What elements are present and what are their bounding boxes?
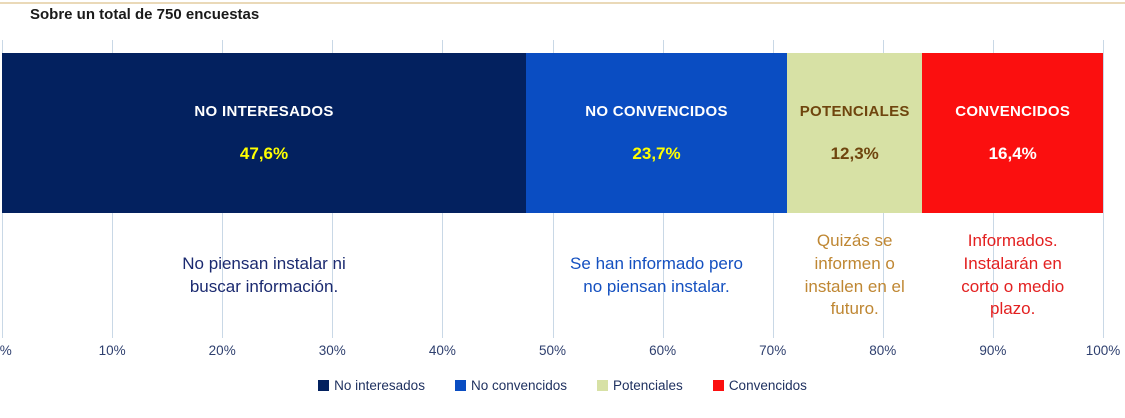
x-tick-label: 70% xyxy=(759,343,787,358)
legend-item-potenciales[interactable]: Potenciales xyxy=(597,378,683,393)
bar-segment-no-convencidos[interactable]: NO CONVENCIDOS 23,7% xyxy=(526,53,787,213)
description-no-interesados: No piensan instalar ni buscar informació… xyxy=(182,253,346,296)
legend-label: Potenciales xyxy=(613,378,683,393)
legend-swatch-icon xyxy=(454,380,466,391)
legend-label: No convencidos xyxy=(470,378,568,393)
description-convencidos: Informados. Instalarán en corto o medio … xyxy=(961,230,1065,319)
x-tick-label: 20% xyxy=(208,343,236,358)
bar-segment-potenciales[interactable]: POTENCIALES 12,3% xyxy=(786,53,923,213)
x-tick-label: 30% xyxy=(318,343,346,358)
chart-title: Sobre un total de 750 encuestas xyxy=(30,6,260,23)
legend-item-no-convencidos[interactable]: No convencidos xyxy=(454,378,568,393)
gridline-100 xyxy=(1103,40,1104,338)
x-tick-label: 10% xyxy=(98,343,126,358)
legend-label: No interesados xyxy=(334,378,425,393)
description-cell: Se han informado pero no piensan instala… xyxy=(526,253,787,299)
legend: No interesados No convencidos Potenciale… xyxy=(0,378,1125,393)
description-potenciales: Quizás se informen o instalen en el futu… xyxy=(804,230,905,319)
segment-name: NO CONVENCIDOS xyxy=(585,102,728,120)
segment-value: 23,7% xyxy=(632,143,681,163)
x-axis: 0% 10% 20% 30% 40% 50% 60% 70% 80% 90% 1… xyxy=(0,343,1120,363)
description-no-convencidos: Se han informado pero no piensan instala… xyxy=(570,253,743,296)
x-tick-label: 90% xyxy=(979,343,1007,358)
x-tick-label: 100% xyxy=(1085,343,1121,358)
bar-segment-no-interesados[interactable]: NO INTERESADOS 47,6% xyxy=(2,53,527,213)
description-cell: Informados. Instalarán en corto o medio … xyxy=(922,230,1103,322)
stacked-bar: NO INTERESADOS 47,6% NO CONVENCIDOS 23,7… xyxy=(2,53,1103,213)
segment-name: NO INTERESADOS xyxy=(194,102,334,120)
legend-item-convencidos[interactable]: Convencidos xyxy=(712,378,807,393)
description-cell: No piensan instalar ni buscar informació… xyxy=(2,253,526,299)
legend-label: Convencidos xyxy=(728,378,807,393)
segment-value: 47,6% xyxy=(239,143,289,163)
segment-descriptions: No piensan instalar ni buscar informació… xyxy=(2,213,1103,338)
legend-swatch-icon xyxy=(712,380,724,391)
legend-swatch-icon xyxy=(318,380,330,391)
x-tick-label: 50% xyxy=(538,343,567,358)
description-cell: Quizás se informen o instalen en el futu… xyxy=(787,230,922,322)
segment-name: POTENCIALES xyxy=(799,102,910,120)
x-tick-label: 80% xyxy=(869,343,897,358)
segment-value: 12,3% xyxy=(830,143,879,163)
x-tick-label: 60% xyxy=(649,343,677,358)
x-tick-label: 0% xyxy=(0,343,12,358)
top-border-line xyxy=(0,2,1125,4)
segment-value: 16,4% xyxy=(988,143,1037,163)
bar-segment-convencidos[interactable]: CONVENCIDOS 16,4% xyxy=(922,53,1103,213)
segment-name: CONVENCIDOS xyxy=(955,102,1071,120)
x-tick-label: 40% xyxy=(428,343,456,358)
legend-item-no-interesados[interactable]: No interesados xyxy=(318,378,425,393)
legend-swatch-icon xyxy=(597,380,609,391)
plot-area: NO INTERESADOS 47,6% NO CONVENCIDOS 23,7… xyxy=(0,40,1120,358)
